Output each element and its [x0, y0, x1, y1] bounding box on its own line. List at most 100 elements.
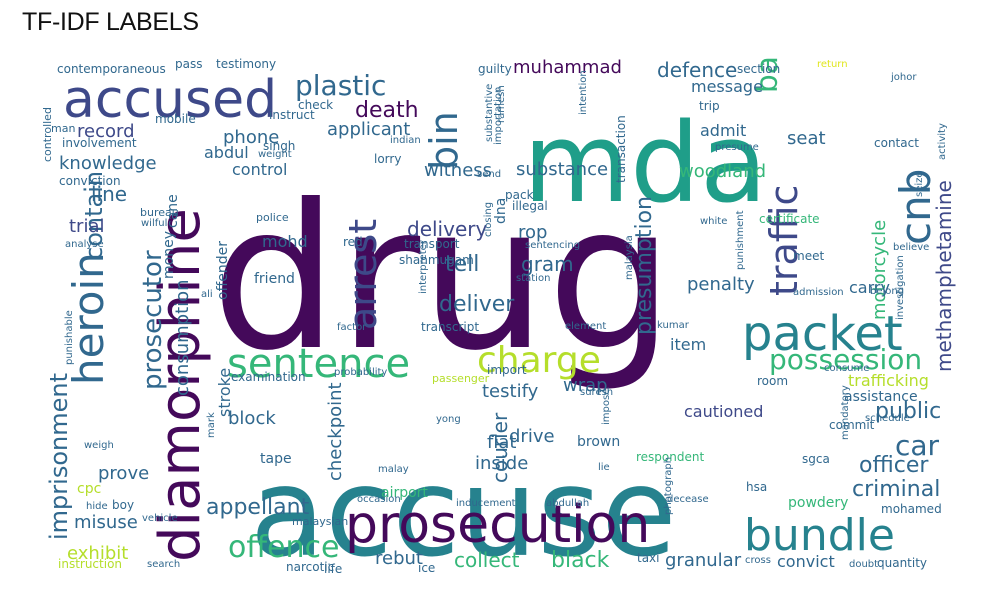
word-collect: collect	[454, 548, 520, 572]
word-trafficking: trafficking	[848, 371, 929, 390]
word-officer: officer	[859, 453, 929, 478]
word-decease: decease	[667, 494, 709, 505]
word-impose: impose	[601, 389, 612, 425]
word-prosecutor: prosecutor	[138, 250, 168, 390]
word-admission: admission	[793, 287, 844, 298]
word-drug: drug	[211, 162, 674, 395]
word-analyse: analyse	[65, 239, 104, 250]
word-importation: importation	[493, 87, 504, 145]
word-pass: pass	[175, 57, 202, 71]
word-element: element	[565, 321, 606, 332]
word-plastic: plastic	[295, 69, 386, 102]
word-contact: contact	[874, 136, 919, 150]
word-respondent: respondent	[636, 450, 704, 464]
page-title: TF-IDF LABELS	[22, 8, 199, 36]
word-mda: mda	[523, 99, 767, 227]
word-brown: brown	[577, 434, 620, 450]
word-cpc: cpc	[77, 481, 101, 497]
word-presumption: presumption	[632, 196, 657, 335]
word-courier: courier	[488, 412, 512, 483]
word-mandatory: mandatory	[840, 385, 851, 440]
word-consumption: consumption	[172, 279, 193, 396]
word-probability: probability	[334, 367, 387, 378]
word-sentence: sentence	[227, 341, 410, 387]
word-indian: indian	[390, 135, 421, 146]
word-investigation: investigation	[895, 255, 906, 320]
word-traffic: traffic	[762, 185, 806, 296]
word-bureau: bureau	[140, 206, 179, 219]
word-cane: cane	[165, 194, 181, 228]
word-public: public	[875, 399, 941, 424]
word-white: white	[700, 216, 727, 227]
word-diamorphine: diamorphine	[148, 208, 213, 562]
word-wilful: wilful	[141, 218, 167, 229]
word-charge: charge	[477, 340, 601, 381]
word-narcotic: narcotic	[286, 560, 334, 574]
word-applicant: applicant	[327, 119, 410, 140]
word-instruction: instruction	[58, 557, 122, 571]
word-passenger: passenger	[432, 372, 490, 385]
word-station: station	[516, 273, 550, 284]
word-heroin: heroin	[64, 252, 113, 385]
word-intention: intention	[578, 70, 589, 115]
word-red: red	[343, 235, 363, 249]
word-section: section	[737, 62, 780, 76]
word-knowledge: knowledge	[59, 153, 157, 174]
word-lie: lie	[598, 462, 610, 473]
word-money: money	[161, 231, 177, 279]
word-abdul: abdul	[204, 143, 249, 162]
word-arrest: arrest	[341, 219, 385, 330]
word-send: send	[477, 169, 501, 180]
word-gram: gram	[521, 252, 574, 276]
word-carry: carry	[849, 278, 890, 297]
word-rebut: rebut	[375, 548, 423, 569]
word-rop: rop	[518, 222, 547, 243]
word-meet: meet	[793, 249, 824, 263]
word-car: car	[895, 429, 940, 462]
word-motorcycle: motorcycle	[869, 220, 890, 320]
word-penalty: penalty	[687, 274, 755, 295]
word-black: black	[551, 548, 610, 573]
word-offender: offender	[215, 241, 231, 300]
word-block: block	[228, 408, 276, 429]
word-commit: commit	[829, 418, 875, 432]
word-contemporaneous: contemporaneous	[57, 62, 166, 76]
word-cross: cross	[745, 555, 771, 566]
word-trip: trip	[699, 99, 720, 113]
word-import: import	[487, 363, 527, 377]
word-mohd: mohd	[262, 232, 308, 251]
word-believe: believe	[893, 242, 929, 253]
word-kumar: kumar	[657, 320, 690, 331]
word-testimony: testimony	[216, 57, 276, 71]
word-malay: malay	[378, 464, 409, 475]
word-guilty: guilty	[478, 62, 512, 76]
word-seize: seize	[914, 171, 925, 197]
word-item: item	[670, 335, 706, 354]
word-closing: closing	[483, 202, 494, 237]
word-ice: ice	[418, 561, 435, 575]
word-abdullah: abdullah	[546, 498, 589, 509]
word-phone: phone	[223, 127, 279, 148]
word-bag: bag	[750, 55, 784, 93]
word-criminal: criminal	[852, 477, 940, 502]
word-photograph: photograph	[663, 457, 674, 515]
word-granular: granular	[665, 550, 742, 571]
word-record: record	[77, 121, 135, 142]
word-flat: flat	[487, 432, 516, 453]
word-woodland: woodland	[679, 161, 766, 182]
word-examination: examination	[231, 370, 306, 384]
word-death: death	[355, 98, 419, 123]
word-mobile: mobile	[155, 112, 196, 126]
word-inducement: inducement	[456, 498, 516, 509]
word-seat: seat	[787, 128, 826, 149]
word-hide: hide	[86, 501, 108, 512]
word-sgca: sgca	[802, 452, 830, 466]
word-transport: transport	[404, 237, 460, 251]
word-appellant: appellant	[206, 495, 310, 520]
word-room: room	[757, 374, 788, 388]
word-misuse: misuse	[74, 512, 138, 533]
word-weight: weight	[258, 149, 292, 160]
word-malaysia: malaysia	[624, 235, 635, 280]
word-cnb: cnb	[891, 169, 940, 245]
word-activity: activity	[937, 123, 948, 160]
